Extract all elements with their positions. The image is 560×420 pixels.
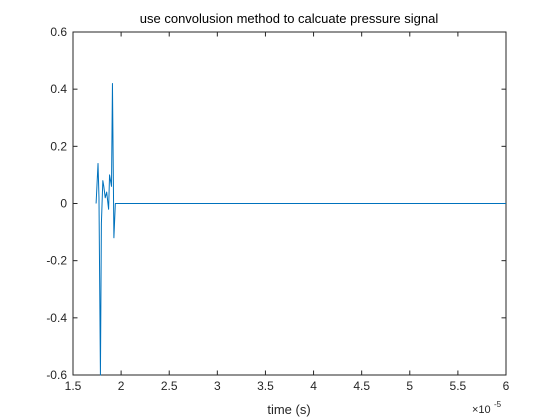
pressure-signal-line bbox=[95, 82, 506, 376]
y-tick-label: 0.2 bbox=[50, 139, 67, 153]
x-exponent-base: ×10 bbox=[472, 404, 491, 416]
x-tick-label: 4.5 bbox=[353, 379, 370, 393]
x-axis-label: time (s) bbox=[267, 402, 310, 417]
x-tick-label: 2.5 bbox=[161, 379, 178, 393]
y-tick-label: -0.4 bbox=[46, 311, 67, 325]
x-tick-label: 3.5 bbox=[257, 379, 274, 393]
x-tick-label: 2 bbox=[118, 379, 125, 393]
chart-title: use convolusion method to calcuate press… bbox=[140, 11, 439, 26]
x-tick-label: 5 bbox=[406, 379, 413, 393]
y-tick-label: -0.6 bbox=[46, 368, 67, 382]
y-tick-label: 0 bbox=[60, 197, 67, 211]
x-tick-label: 3 bbox=[214, 379, 221, 393]
y-tick-label: 0.6 bbox=[50, 25, 67, 39]
y-tick-label: 0.4 bbox=[50, 82, 67, 96]
x-axis-exponent: ×10 -5 bbox=[472, 400, 502, 416]
x-tick-label: 1.5 bbox=[65, 379, 82, 393]
plot-area: 1.5 2 2.5 3 3.5 4 4.5 5 5.5 6 -0.6 -0.4 -0.2 0 0.2 0.4 0… bbox=[46, 25, 509, 393]
x-tick-label: 4 bbox=[310, 379, 317, 393]
x-tick-label: 6 bbox=[503, 379, 510, 393]
y-tick-label: -0.2 bbox=[46, 254, 67, 268]
x-tick-label: 5.5 bbox=[450, 379, 467, 393]
x-exponent-power: -5 bbox=[494, 400, 502, 409]
